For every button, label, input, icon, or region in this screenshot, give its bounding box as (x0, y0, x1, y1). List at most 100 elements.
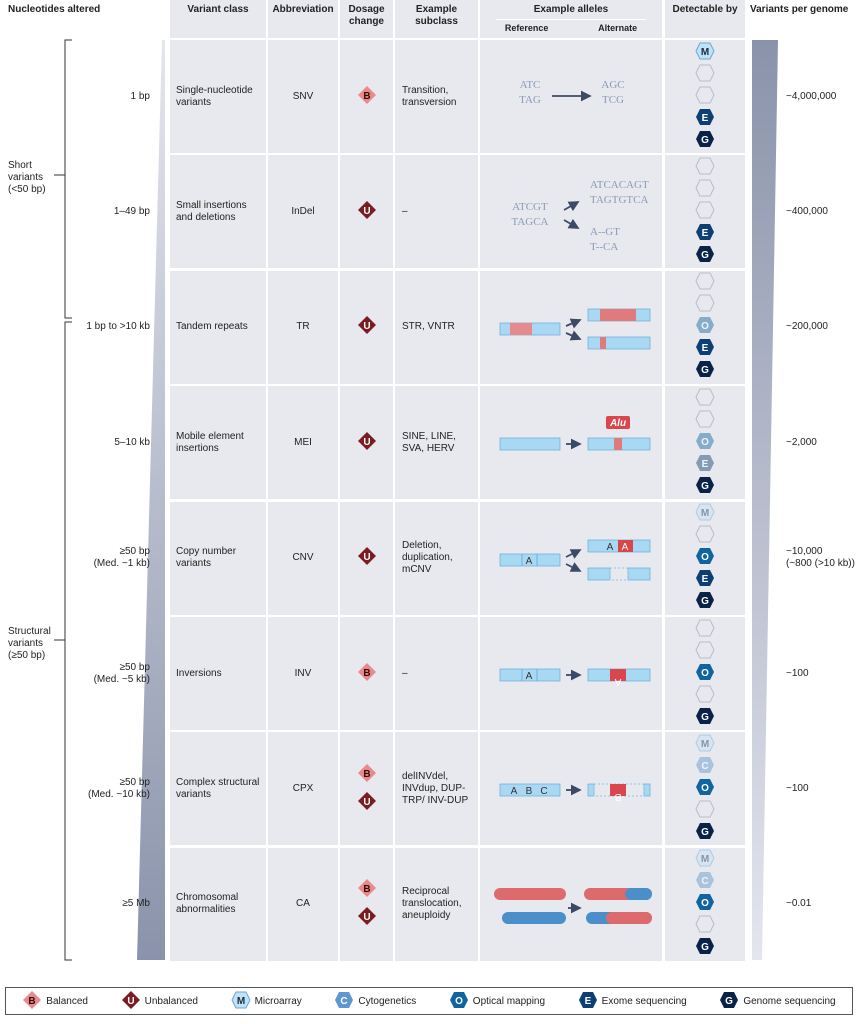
abbreviation-indel: InDel (291, 205, 315, 217)
allele-text: B (526, 786, 533, 797)
E-full-hex-icon: E (695, 569, 715, 591)
variants-per-genome-ca: ~0.01 (786, 898, 812, 910)
G-full-hex-icon: G (695, 476, 715, 498)
svg-text:M: M (701, 47, 709, 58)
G-full-hex-icon: G (695, 245, 715, 267)
O-none-hex-icon (695, 86, 715, 108)
example-alleles-tr (480, 270, 662, 384)
legend-label: Exome sequencing (601, 995, 687, 1007)
svg-text:U: U (363, 797, 370, 808)
dosage-unbalanced-icon: U (357, 791, 377, 815)
subclass-inv: – (402, 667, 408, 679)
allele-text: A (511, 786, 518, 797)
example-alleles-snv: ATC TAG AGC TCG (480, 40, 662, 153)
svg-text:U: U (363, 437, 370, 448)
group-structural-variants: Structural variants (≥50 bp) (8, 626, 51, 661)
M-none-hex-icon (695, 619, 715, 641)
variants-per-genome-cnv: ~10,000 (~800 (>10 kb)) (786, 546, 855, 570)
variants-per-genome-tr: ~200,000 (786, 321, 828, 333)
G-full-hex-icon: G (695, 822, 715, 844)
legend-item-genome-sequencing: G Genome sequencing (719, 991, 836, 1012)
allele-illustration-ca (494, 887, 652, 924)
header-subclass: Example subclass (395, 0, 478, 38)
dosage-balanced-icon: B (357, 85, 377, 109)
dosage-unbalanced-icon: U (357, 200, 377, 224)
G-full-hex-icon: G (695, 360, 715, 382)
O-full-hex-icon: O (695, 778, 715, 800)
svg-text:E: E (584, 996, 591, 1007)
E-none-hex-icon (695, 915, 715, 937)
legend-item-cytogenetics: C Cytogenetics (334, 991, 416, 1012)
allele-text: TAG (519, 94, 541, 106)
legend-item-balanced: B Balanced (22, 990, 88, 1013)
svg-text:U: U (363, 912, 370, 923)
subclass-ca: Reciprocal translocation, aneuploidy (402, 886, 462, 922)
nucleotides-altered-inv: ≥50 bp (Med. ~5 kb) (93, 661, 150, 685)
variant-class-inv: Inversions (176, 667, 222, 679)
svg-text:G: G (701, 365, 709, 376)
legend-label: Microarray (254, 995, 302, 1007)
variant-class-mei: Mobile element insertions (176, 430, 244, 454)
M-faded-hex-icon: M (695, 734, 715, 756)
svg-text:U: U (127, 996, 134, 1007)
legend-label: Balanced (46, 995, 88, 1007)
allele-text: TCG (602, 94, 624, 106)
allele-text: A (526, 671, 533, 682)
svg-text:G: G (701, 712, 709, 723)
O-none-hex-icon (695, 201, 715, 223)
svg-text:G: G (701, 250, 709, 261)
O-full-hex-icon: O (695, 547, 715, 569)
svg-text:M: M (701, 739, 709, 750)
variants-per-genome-cpx: ~100 (786, 782, 809, 794)
svg-text:G: G (701, 135, 709, 146)
legend-label: Optical mapping (472, 995, 546, 1007)
size-wedge (137, 40, 165, 960)
abbreviation-cpx: CPX (292, 782, 314, 794)
variants-per-genome-indel: ~400,000 (786, 205, 828, 217)
exome-sequencing-icon: E (578, 991, 598, 1012)
svg-text:O: O (701, 321, 709, 332)
variant-class-tr: Tandem repeats (176, 321, 248, 333)
example-alleles-indel: ATCGT TAGCA ATCACAGT TAGTGTCA A--GT T--CA (480, 155, 662, 269)
legend-item-optical-mapping: O Optical mapping (449, 991, 545, 1012)
legend-label: Cytogenetics (358, 995, 417, 1007)
nucleotides-altered-ca: ≥5 Mb (122, 898, 150, 910)
variant-class-snv: Single-nucleotide variants (176, 84, 253, 108)
svg-text:M: M (701, 508, 709, 519)
header-abbreviation: Abbreviation (268, 0, 338, 38)
E-full-hex-icon: E (695, 223, 715, 245)
svg-text:B: B (363, 91, 370, 102)
svg-text:U: U (363, 206, 370, 217)
allele-illustration-indel: ATCGT TAGCA ATCACAGT TAGTGTCA A--GT T--CA (511, 179, 648, 253)
M-none-hex-icon (695, 388, 715, 410)
E-full-hex-icon: E (695, 108, 715, 130)
subclass-mei: SINE, LINE, SVA, HERV (402, 430, 456, 454)
genome-sequencing-icon: G (719, 991, 739, 1012)
svg-text:G: G (701, 596, 709, 607)
C-faded-hex-icon: C (695, 756, 715, 778)
allele-illustration-cnv: AA A (499, 539, 651, 581)
svg-text:E: E (702, 343, 709, 354)
abbreviation-inv: INV (294, 667, 312, 679)
C-none-hex-icon (695, 179, 715, 201)
nucleotides-altered-mei: 5–10 kb (114, 436, 150, 448)
svg-text:E: E (702, 459, 709, 470)
unbalanced-icon: U (121, 990, 141, 1013)
allele-text: A (607, 542, 614, 553)
svg-text:M: M (236, 996, 244, 1007)
abbreviation-ca: CA (296, 898, 310, 910)
nucleotides-altered-indel: 1–49 bp (113, 205, 150, 217)
svg-text:U: U (363, 552, 370, 563)
C-faded-hex-icon: C (695, 871, 715, 893)
subclass-cpx: delINVdel, INVdup, DUP-TRP/ INV-DUP (402, 770, 469, 806)
G-full-hex-icon: G (695, 130, 715, 152)
O-full-hex-icon: O (695, 893, 715, 915)
svg-text:O: O (701, 783, 709, 794)
